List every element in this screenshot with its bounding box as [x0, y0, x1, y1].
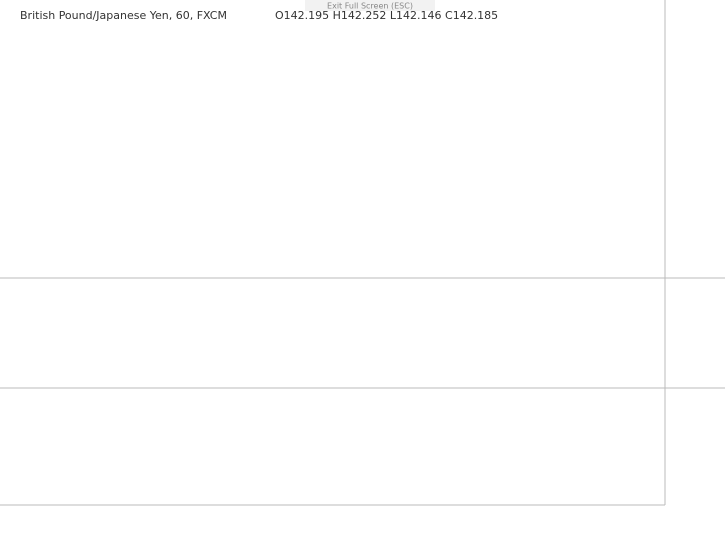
chart-title: British Pound/Japanese Yen, 60, FXCM	[20, 9, 227, 22]
exit-button[interactable]: Exit Full Screen (ESC)	[327, 2, 413, 11]
ohlc: O142.195 H142.252 L142.146 C142.185	[275, 9, 498, 22]
exit-button-bg[interactable]	[305, 0, 435, 11]
labels: Exit Full Screen (ESC) British Pound/Jap…	[20, 0, 498, 22]
